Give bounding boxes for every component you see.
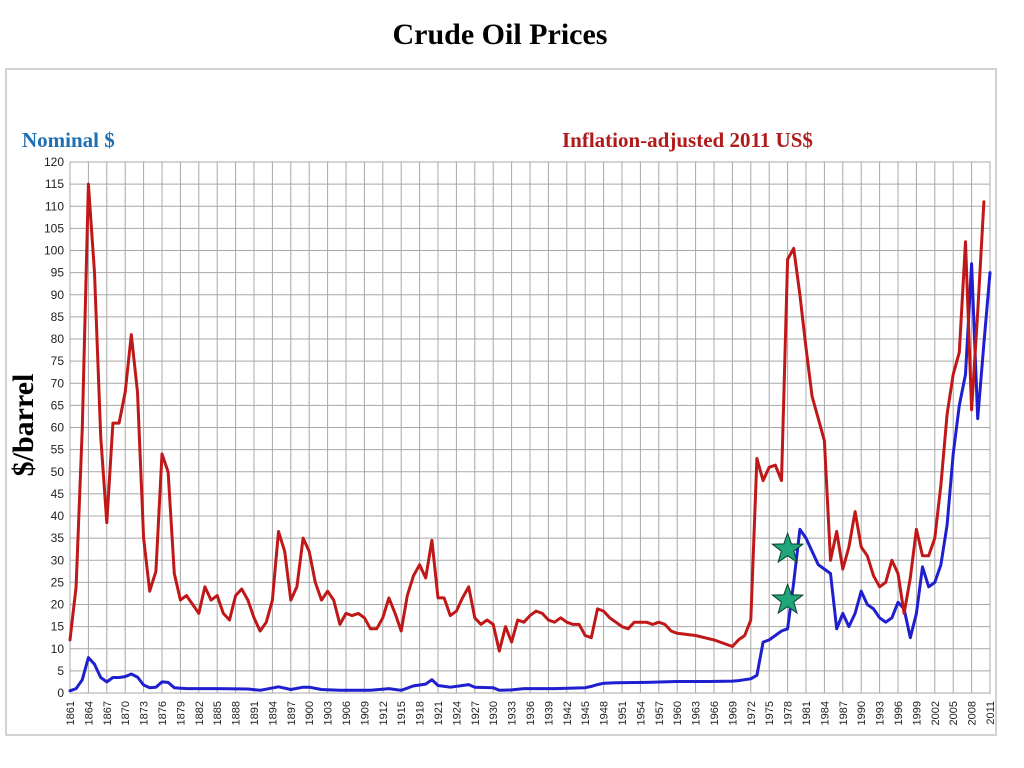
x-tick-label: 1933 <box>507 701 519 725</box>
star-marker <box>770 531 805 564</box>
y-tick-label: 65 <box>51 398 65 412</box>
x-tick-label: 2005 <box>948 701 960 725</box>
x-tick-label: 1930 <box>488 701 500 725</box>
y-tick-label: 115 <box>45 177 64 191</box>
y-tick-label: 20 <box>51 598 65 612</box>
y-tick-label: 85 <box>51 310 65 324</box>
y-tick-label: 5 <box>57 664 64 678</box>
x-tick-label: 1876 <box>157 701 169 725</box>
x-tick-label: 1861 <box>65 701 77 725</box>
x-tick-label: 1954 <box>635 701 647 725</box>
nominal-price-line <box>68 262 992 693</box>
x-tick-label: 1921 <box>433 701 445 725</box>
x-tick-label: 2002 <box>930 701 942 725</box>
y-tick-label: 105 <box>44 221 64 235</box>
y-tick-label: 15 <box>51 620 65 634</box>
x-tick-label: 1993 <box>875 701 887 725</box>
y-tick-label: 45 <box>51 487 65 501</box>
x-tick-label: 1936 <box>525 701 537 725</box>
series-lines <box>68 182 992 693</box>
x-tick-label: 1885 <box>212 701 224 725</box>
x-tick-label: 1966 <box>709 701 721 725</box>
x-tick-label: 1942 <box>562 701 574 725</box>
legend-inflation-adjusted: Inflation-adjusted 2011 US$ <box>562 128 813 152</box>
legend-nominal: Nominal $ <box>22 128 115 152</box>
y-tick-label: 90 <box>51 288 65 302</box>
y-tick-label: 110 <box>45 199 64 213</box>
x-tick-label: 1924 <box>451 701 463 725</box>
y-tick-label: 30 <box>51 553 65 567</box>
x-tick-label: 1999 <box>911 701 923 725</box>
x-tick-label: 1906 <box>341 701 353 725</box>
x-tick-label: 1912 <box>378 701 390 725</box>
y-tick-label: 40 <box>51 509 65 523</box>
x-tick-label: 1900 <box>304 701 316 725</box>
x-tick-label: 1990 <box>856 701 868 725</box>
x-tick-label: 1915 <box>396 701 408 725</box>
x-tick-label: 1969 <box>727 701 739 725</box>
x-tick-label: 1918 <box>415 701 427 725</box>
x-tick-label: 1891 <box>249 701 261 725</box>
x-tick-label: 1864 <box>83 701 95 725</box>
x-tick-label: 1963 <box>691 701 703 725</box>
x-tick-label: 1894 <box>267 701 279 725</box>
x-tick-label: 1882 <box>194 701 206 725</box>
x-tick-label: 1987 <box>838 701 850 725</box>
x-tick-label: 1867 <box>102 701 114 725</box>
x-tick-label: 1996 <box>893 701 905 725</box>
y-tick-label: 55 <box>51 443 65 457</box>
x-tick-label: 1951 <box>617 701 629 725</box>
x-tick-label: 1978 <box>783 701 795 725</box>
x-tick-label: 1972 <box>746 701 758 725</box>
x-tick-label: 2011 <box>985 701 997 725</box>
inflation-adjusted-price-line <box>68 182 986 653</box>
x-tick-label: 1948 <box>599 701 611 725</box>
y-tick-label: 75 <box>51 354 65 368</box>
markers <box>770 531 805 615</box>
y-tick-label: 100 <box>44 244 64 258</box>
y-tick-label: 35 <box>51 531 65 545</box>
star-marker <box>770 582 805 615</box>
x-tick-label: 2008 <box>967 701 979 725</box>
x-tick-label: 1897 <box>286 701 298 725</box>
y-tick-label: 25 <box>51 575 65 589</box>
x-axis-ticks: 1861 1864 1867 1870 1873 1876 1879 1882 1885 1888… <box>65 701 997 725</box>
grid <box>69 161 991 694</box>
y-tick-label: 80 <box>51 332 65 346</box>
x-tick-label: 1945 <box>580 701 592 725</box>
y-axis-ticks: 0 5 10 15 20 25 30 35 40 45 50 55 60 65 70 75 80 85 90 95 10… <box>44 155 64 700</box>
x-tick-label: 1873 <box>139 701 151 725</box>
x-tick-label: 1957 <box>654 701 666 725</box>
x-tick-label: 1879 <box>175 701 187 725</box>
x-tick-label: 1870 <box>120 701 132 725</box>
x-tick-label: 1975 <box>764 701 776 725</box>
x-tick-label: 1939 <box>543 701 555 725</box>
x-tick-label: 1888 <box>231 701 243 725</box>
y-tick-label: 10 <box>51 642 65 656</box>
y-tick-label: 60 <box>51 421 65 435</box>
y-tick-label: 0 <box>57 686 64 700</box>
x-tick-label: 1960 <box>672 701 684 725</box>
y-tick-label: 120 <box>44 155 64 169</box>
y-tick-label: 70 <box>51 376 65 390</box>
chart-title: Crude Oil Prices <box>392 18 608 51</box>
x-tick-label: 1927 <box>470 701 482 725</box>
y-tick-label: 95 <box>51 266 65 280</box>
x-tick-label: 1981 <box>801 701 813 725</box>
x-tick-label: 1909 <box>359 701 371 725</box>
y-tick-label: 50 <box>51 465 65 479</box>
x-tick-label: 1984 <box>819 701 831 725</box>
x-tick-label: 1903 <box>323 701 335 725</box>
